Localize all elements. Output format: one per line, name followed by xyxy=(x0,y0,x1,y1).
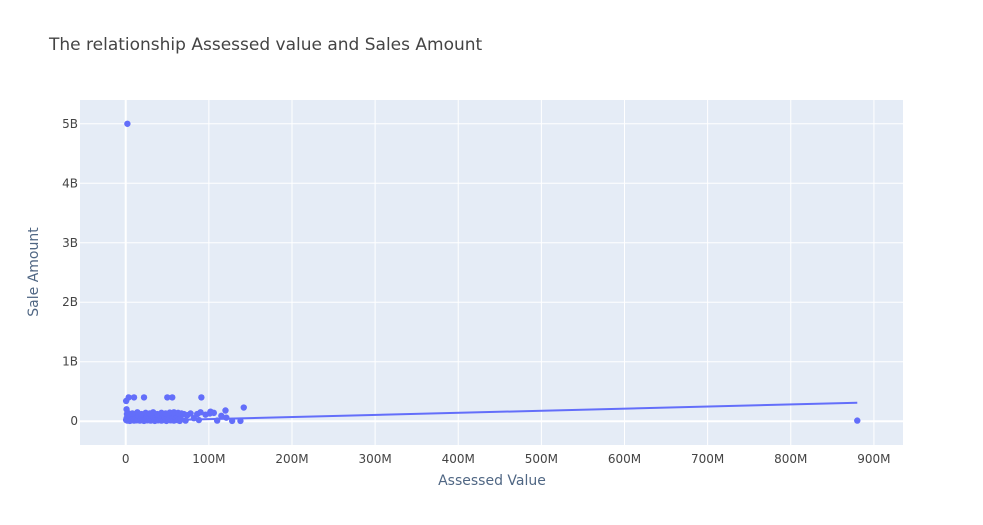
trendline-series xyxy=(125,401,858,423)
x-tick-label: 800M xyxy=(774,452,807,466)
x-tick-label: 300M xyxy=(358,452,391,466)
y-tick-label: 2B xyxy=(62,295,78,309)
x-tick-label: 100M xyxy=(192,452,225,466)
y-tick-label: 3B xyxy=(62,236,78,250)
data-point xyxy=(129,410,136,417)
data-point xyxy=(223,414,230,421)
data-point xyxy=(130,394,138,401)
x-tick-label: 600M xyxy=(608,452,641,466)
data-point xyxy=(164,394,171,401)
data-point xyxy=(213,417,221,424)
data-point xyxy=(182,417,189,424)
trendline xyxy=(125,401,858,423)
y-tick-label: 5B xyxy=(62,117,78,131)
data-point xyxy=(140,394,148,401)
chart-title: The relationship Assessed value and Sale… xyxy=(48,35,483,55)
data-point xyxy=(198,394,205,401)
data-point xyxy=(125,394,132,401)
y-axis-title: Sale Amount xyxy=(26,227,42,317)
data-point xyxy=(206,410,213,417)
x-tick-label: 900M xyxy=(857,452,890,466)
plot-area xyxy=(80,100,903,445)
x-gridlines xyxy=(124,100,875,445)
data-point xyxy=(237,417,244,425)
x-axis-title: Assessed Value xyxy=(438,473,546,489)
scatter-series xyxy=(122,120,861,425)
y-axis-ticks: 0 1B 2B 3B 4B 5B xyxy=(62,117,78,428)
x-tick-label: 700M xyxy=(691,452,724,466)
y-tick-label: 0 xyxy=(70,414,78,428)
data-point xyxy=(124,120,131,127)
x-tick-label: 400M xyxy=(442,452,475,466)
y-tick-label: 1B xyxy=(62,355,78,369)
data-point xyxy=(187,410,194,417)
data-point xyxy=(240,404,247,411)
x-tick-label: 500M xyxy=(525,452,558,466)
data-point xyxy=(195,416,203,424)
data-point xyxy=(197,409,204,416)
data-point xyxy=(218,412,225,420)
x-tick-label: 200M xyxy=(275,452,308,466)
y-tick-label: 4B xyxy=(62,176,78,190)
data-point xyxy=(228,417,236,425)
data-point xyxy=(854,417,861,424)
x-tick-label: 0 xyxy=(122,452,130,466)
x-axis-ticks: 0 100M 200M 300M 400M 500M 600M 700M 800M 900M xyxy=(122,452,891,466)
data-point xyxy=(169,394,176,401)
data-point xyxy=(222,407,229,414)
